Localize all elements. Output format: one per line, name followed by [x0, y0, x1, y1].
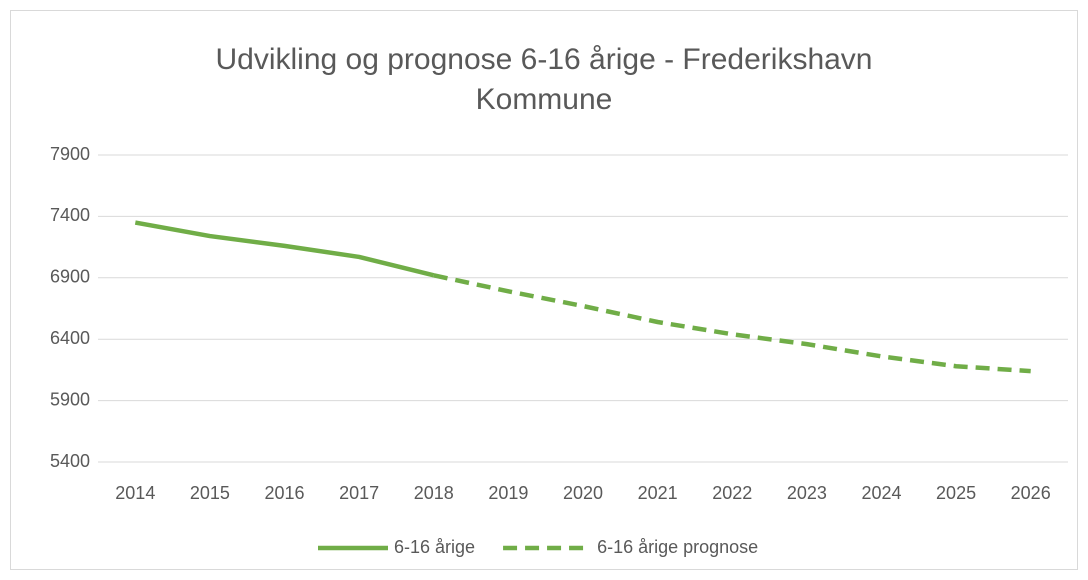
- legend-label: 6-16 årige: [394, 537, 475, 557]
- y-tick-label: 6900: [50, 267, 90, 287]
- x-tick-label: 2019: [488, 483, 528, 503]
- y-tick-label: 5900: [50, 389, 90, 409]
- legend-label: 6-16 årige prognose: [597, 537, 758, 557]
- x-tick-label: 2015: [190, 483, 230, 503]
- x-tick-label: 2024: [861, 483, 901, 503]
- x-tick-label: 2018: [414, 483, 454, 503]
- y-tick-label: 7900: [50, 144, 90, 164]
- x-tick-label: 2021: [638, 483, 678, 503]
- series-line: [134, 220, 435, 278]
- x-tick-label: 2020: [563, 483, 603, 503]
- x-tick-label: 2014: [115, 483, 155, 503]
- x-tick-label: 2023: [787, 483, 827, 503]
- y-tick-label: 7400: [50, 205, 90, 225]
- x-tick-label: 2017: [339, 483, 379, 503]
- x-tick-label: 2025: [936, 483, 976, 503]
- y-tick-label: 5400: [50, 451, 90, 471]
- chart-border: [10, 10, 1078, 570]
- y-tick-label: 6400: [50, 328, 90, 348]
- series-line: [433, 273, 1031, 374]
- chart-title: Udvikling og prognose 6-16 årige - Frede…: [215, 43, 873, 116]
- x-tick-label: 2016: [265, 483, 305, 503]
- x-tick-label: 2022: [712, 483, 752, 503]
- x-tick-label: 2026: [1011, 483, 1051, 503]
